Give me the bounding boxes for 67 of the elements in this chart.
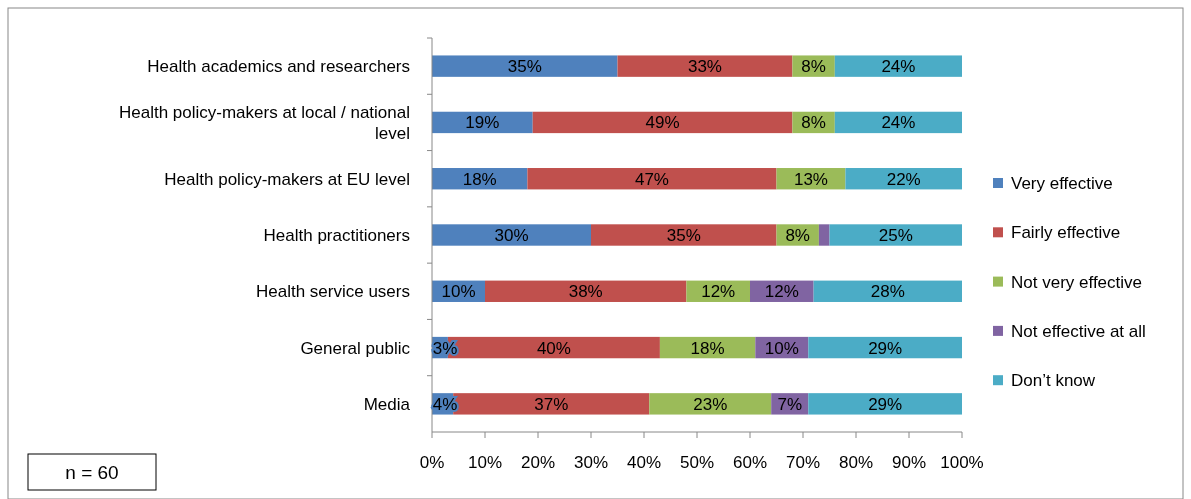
data-label: 25% [878,225,913,245]
data-label: 8% [801,113,826,133]
data-label: 24% [881,113,916,133]
legend-label: Very effective [1011,173,1113,193]
data-label: 33% [687,57,722,77]
bar [649,393,772,415]
y-tick-label: Health policy-makers at local / national level [118,102,410,143]
data-label: 8% [801,57,826,77]
data-label: 13% [793,169,828,189]
data-label: 47% [634,169,669,189]
x-tick-label: 80% [838,453,874,472]
y-tick-label: General public [300,338,411,358]
bar [808,393,962,415]
y-tick-label: Health practitioners [263,225,410,245]
data-label: 8% [785,225,810,245]
data-label: 18% [462,169,497,189]
legend-label: Fairly effective [1011,223,1121,243]
data-label: 12% [701,282,736,302]
bar [432,224,591,246]
data-label: 38% [568,282,603,302]
bar [485,280,687,302]
bar [591,224,777,246]
x-tick-label: 10% [467,453,503,472]
legend-label: Not effective at all [1011,321,1146,341]
x-tick-label: 60% [732,453,768,472]
bar [829,224,962,246]
bar [808,336,962,359]
data-label: 19% [465,113,500,133]
data-label: 18% [690,338,725,358]
x-tick-label: 30% [573,453,609,472]
bar [527,168,777,190]
y-tick-label: Health academics and researchers [147,57,410,77]
data-label: 10% [764,338,799,358]
data-label: 37% [534,394,569,414]
data-label: 35% [666,225,701,245]
data-label: 35% [507,57,542,77]
x-tick-label: 90% [891,453,927,472]
data-label: 12% [764,282,799,302]
bar [834,55,962,77]
x-tick-label: 100% [940,453,984,472]
y-tick-label: Health service users [255,282,410,302]
x-tick-label: 20% [520,453,556,472]
text: n = 60 [65,461,119,483]
bar [532,111,793,134]
data-label: 30% [494,225,529,245]
x-tick-label: 50% [679,453,715,472]
bar [617,55,793,77]
data-label: 28% [870,282,905,302]
data-label: 24% [881,57,916,77]
data-label: 23% [693,394,728,414]
bar [813,280,962,302]
data-label: 49% [645,113,680,133]
y-tick-label: Media [363,394,411,414]
y-tick-label: Health policy-makers at EU level [164,169,410,189]
legend-label: Not very effective [1011,272,1143,292]
bar [432,55,618,77]
x-tick-label: 0% [419,453,445,472]
data-label: 10% [441,282,476,302]
x-tick-label: 70% [785,453,821,472]
data-label: 29% [868,394,903,414]
bar [818,224,830,246]
data-label: 7% [777,394,803,414]
legend-label: Don’t know [1011,371,1096,391]
x-tick-label: 40% [626,453,662,472]
data-label: 22% [886,169,921,189]
data-label: 29% [868,338,903,358]
data-label: 40% [536,338,571,358]
